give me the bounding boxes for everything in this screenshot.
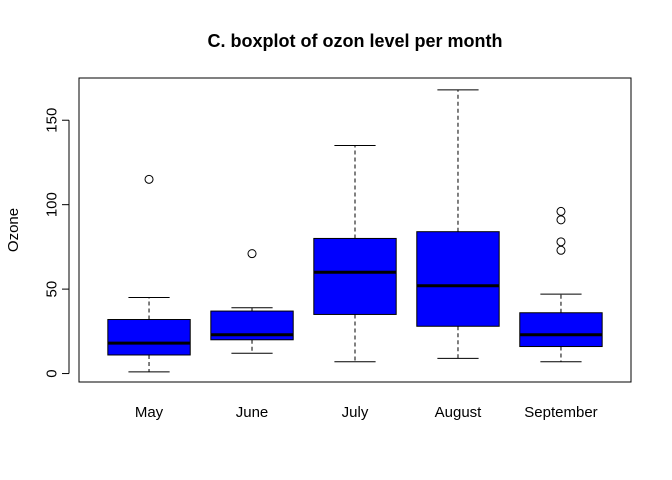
outlier-point	[144, 174, 154, 184]
x-axis: May June July August September	[135, 404, 598, 421]
x-tick-label: July	[342, 404, 369, 421]
y-tick-label: 150	[44, 108, 61, 133]
x-tick-label: June	[236, 404, 269, 421]
box-september	[519, 206, 603, 363]
y-tick-label: 50	[44, 281, 61, 298]
x-tick-label: May	[135, 404, 164, 421]
iqr-box	[313, 237, 397, 315]
outlier-point	[556, 206, 566, 216]
box-july	[313, 145, 397, 363]
boxes-group	[107, 89, 603, 373]
iqr-box	[107, 319, 191, 356]
chart-title: C. boxplot of ozon level per month	[208, 31, 503, 51]
outlier-point	[556, 215, 566, 225]
box-june	[210, 249, 294, 354]
y-tick-label: 0	[44, 369, 61, 377]
y-tick-label: 100	[44, 192, 61, 217]
box-may	[107, 174, 191, 373]
box-august	[416, 89, 500, 359]
x-tick-label: August	[435, 404, 483, 421]
outlier-point	[556, 237, 566, 247]
outlier-point	[556, 245, 566, 255]
x-tick-label: September	[524, 404, 597, 421]
outlier-point	[247, 249, 257, 259]
iqr-box	[416, 231, 500, 327]
y-axis: 0 50 100 150	[44, 108, 70, 378]
plot-frame	[78, 77, 632, 383]
y-axis-label: Ozone	[5, 208, 22, 252]
iqr-box	[519, 312, 603, 348]
